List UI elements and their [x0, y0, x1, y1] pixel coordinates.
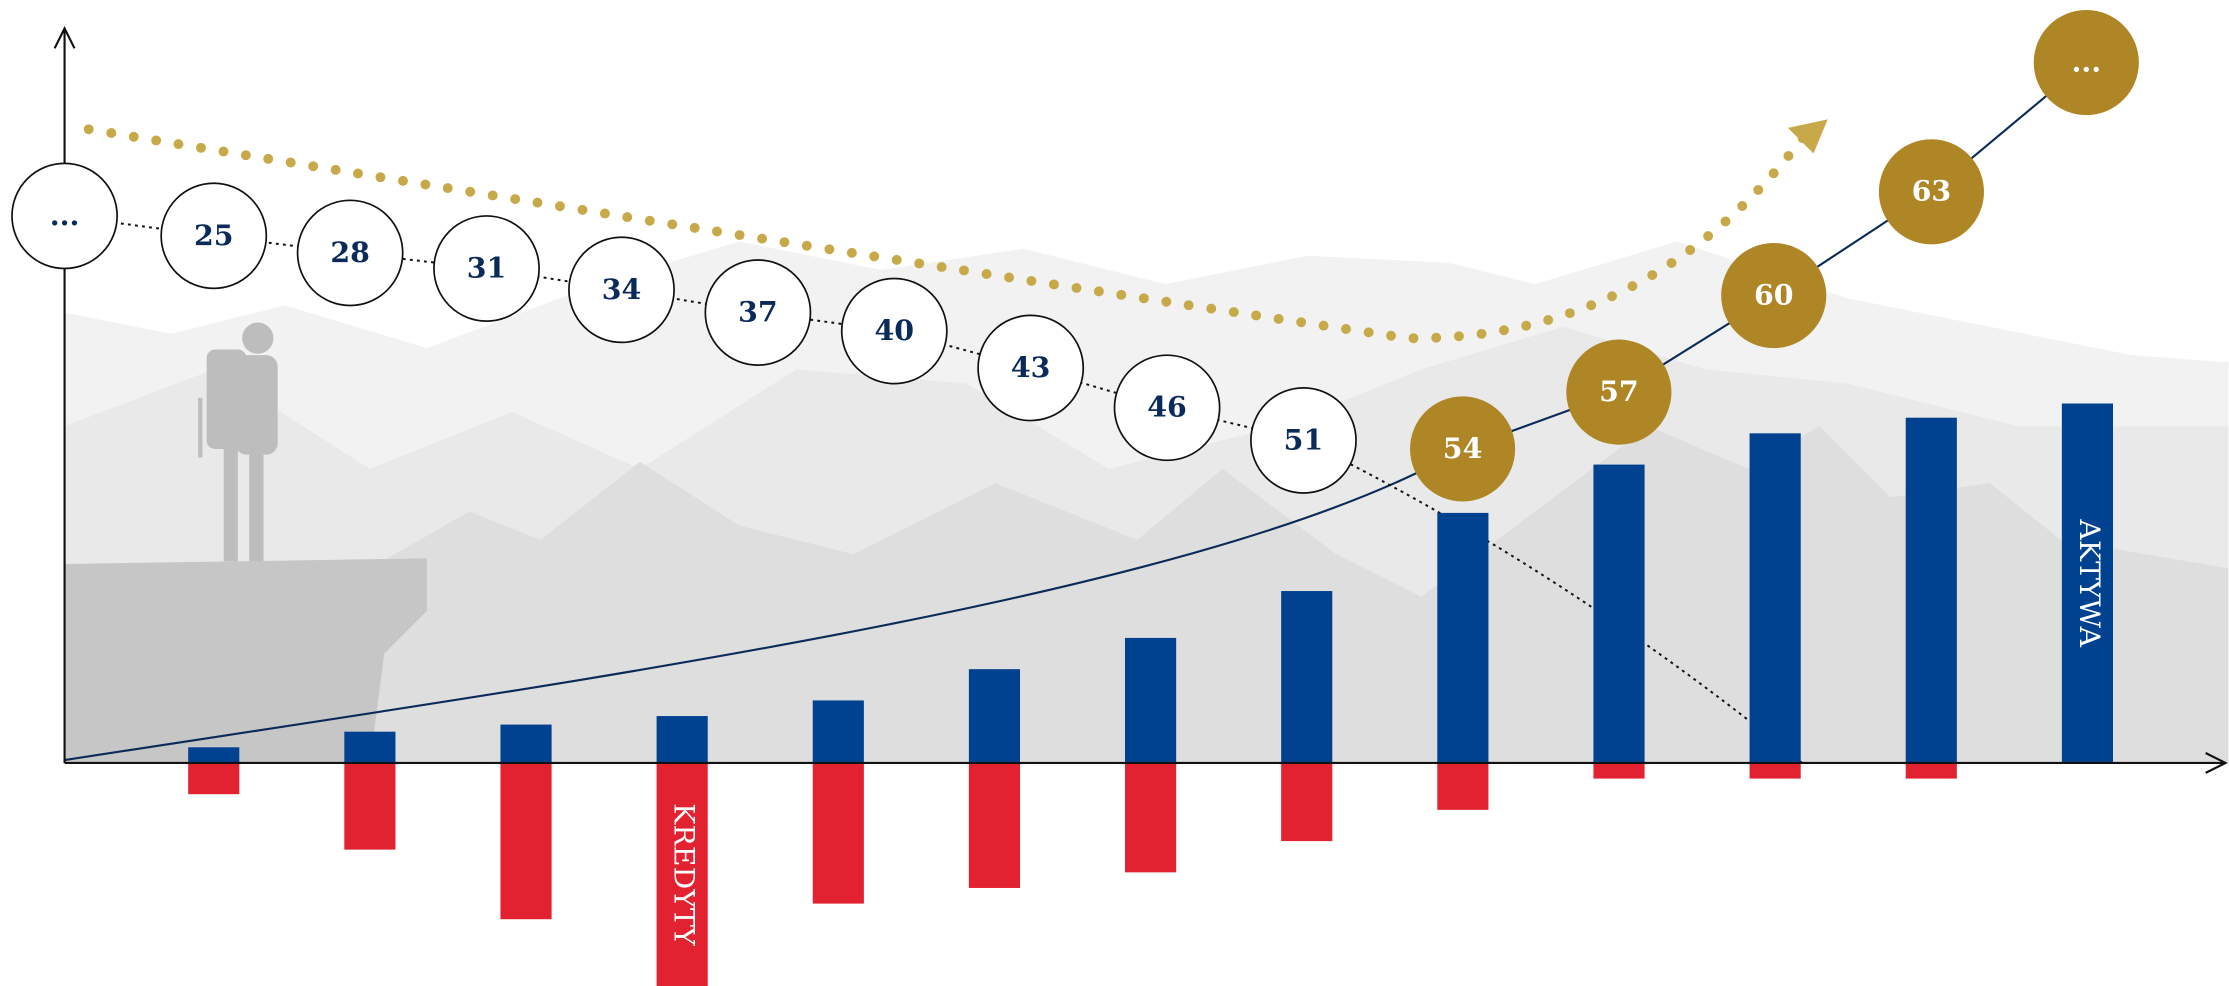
bars: AKTYWA KREDYTY — [188, 403, 2114, 986]
bar — [1437, 512, 1489, 763]
age-circle — [1878, 139, 1984, 245]
bar — [1905, 417, 1957, 763]
age-circle — [1410, 396, 1516, 502]
age-label: 31 — [467, 250, 507, 284]
series-label: AKTYWA — [2073, 518, 2106, 647]
bar — [344, 762, 396, 850]
trend-line — [64, 61, 2087, 762]
age-label: 25 — [194, 218, 234, 252]
bar — [1437, 762, 1489, 810]
age-label: 60 — [1754, 277, 1794, 311]
age-circle — [704, 259, 812, 366]
bar — [656, 716, 708, 763]
bar — [500, 762, 552, 920]
axes — [53, 26, 2228, 774]
age-path — [64, 214, 1803, 764]
age-label: 63 — [1912, 174, 1952, 208]
age-label: ... — [2071, 44, 2101, 78]
dotted-arrow — [83, 124, 1810, 344]
bar — [812, 700, 864, 763]
bar — [500, 724, 552, 763]
bar — [1593, 464, 1645, 763]
series-label: KREDYTY — [668, 803, 701, 946]
dotted-arrow-head — [1787, 119, 1828, 154]
bar — [2061, 403, 2114, 763]
age-label: 54 — [1443, 431, 1483, 465]
bar — [1749, 762, 1801, 779]
age-label: 40 — [875, 313, 915, 347]
age-circle — [160, 182, 268, 290]
age-circle — [1566, 339, 1672, 445]
age-label: 46 — [1147, 390, 1187, 424]
bar — [188, 762, 240, 795]
age-circle — [2033, 9, 2139, 116]
bar — [188, 747, 240, 763]
bar — [1905, 762, 1957, 779]
age-label: 34 — [602, 272, 642, 306]
age-circle — [296, 199, 404, 307]
age-circle — [1250, 387, 1357, 494]
age-circle — [433, 215, 540, 322]
age-circles: ... 25 28 31 34 37 40 43 46 51 54 57 60 63... — [11, 9, 2139, 502]
age-circle — [840, 277, 948, 385]
bar — [812, 762, 864, 904]
age-circle — [1113, 354, 1221, 462]
bar — [968, 669, 1021, 763]
bar — [656, 762, 708, 986]
bar — [968, 762, 1021, 888]
age-circle — [568, 236, 675, 344]
bar — [344, 731, 396, 763]
age-label: 37 — [738, 294, 778, 328]
bar — [1125, 762, 1177, 873]
age-circle — [977, 314, 1085, 422]
bar — [1593, 762, 1645, 779]
bar — [1281, 762, 1333, 842]
age-label: ... — [50, 198, 80, 232]
bar — [1281, 591, 1333, 763]
bar — [1749, 433, 1801, 763]
bar — [1125, 637, 1177, 763]
age-label: 51 — [1284, 422, 1324, 456]
age-label: 28 — [330, 235, 370, 269]
age-circle — [11, 162, 118, 270]
age-label: 57 — [1599, 374, 1639, 408]
age-circle — [1721, 242, 1827, 349]
age-label: 43 — [1011, 350, 1051, 384]
